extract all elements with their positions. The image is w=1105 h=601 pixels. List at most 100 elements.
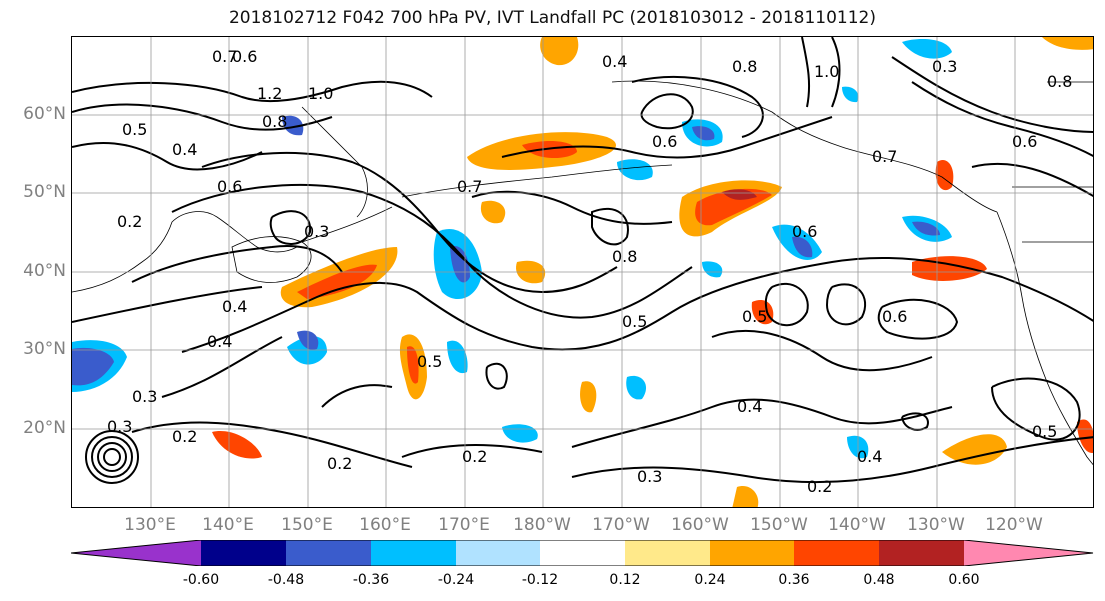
contour-ring bbox=[85, 430, 139, 484]
contour-label: 0.5 bbox=[1032, 422, 1057, 441]
contour-line bbox=[911, 81, 1093, 158]
kamchatka-coastline bbox=[301, 106, 368, 218]
lon-label: 170°W bbox=[592, 515, 650, 535]
contour-label: 0.8 bbox=[732, 57, 757, 76]
anomaly-fill bbox=[626, 375, 647, 400]
anomaly-fill bbox=[407, 346, 419, 384]
contour-label: 0.3 bbox=[132, 387, 157, 406]
map-panel: 0.7 1.2 1.0 0.8 0.5 0.4 0.6 0.3 0.2 0.7 … bbox=[71, 36, 1094, 508]
closed-contour-cluster bbox=[85, 430, 139, 484]
contour-label: 0.6 bbox=[232, 47, 257, 66]
anomaly-fill bbox=[902, 39, 952, 59]
contour-line bbox=[901, 412, 929, 431]
colorbar-segment bbox=[456, 540, 540, 566]
contour-line bbox=[201, 151, 618, 294]
anomaly-fill bbox=[842, 86, 859, 103]
anomaly-fill bbox=[1042, 37, 1093, 50]
contour-line bbox=[501, 116, 833, 159]
contour-label: 0.5 bbox=[122, 120, 147, 139]
colorbar-tick: -0.24 bbox=[437, 572, 475, 588]
colorbar-segment-low-extend bbox=[71, 540, 201, 566]
lat-label: 50°N bbox=[23, 182, 66, 202]
contour-label: 1.0 bbox=[814, 62, 839, 81]
colorbar-segment bbox=[201, 540, 286, 566]
colorbar-graphic bbox=[70, 539, 1094, 567]
colorbar bbox=[70, 539, 1095, 570]
lon-label: 150°W bbox=[750, 515, 808, 535]
colorbar-segment bbox=[371, 540, 456, 566]
colorbar-tick: -0.48 bbox=[267, 572, 305, 588]
colorbar-tick: -0.60 bbox=[182, 572, 220, 588]
contour-line bbox=[571, 436, 1093, 484]
contour-ring bbox=[91, 436, 133, 478]
anomaly-fill bbox=[1077, 419, 1093, 453]
coastlines bbox=[72, 80, 1093, 466]
contour-label: 0.6 bbox=[882, 307, 907, 326]
contour-label: 0.7 bbox=[212, 47, 237, 66]
lon-label: 170°E bbox=[438, 515, 490, 535]
contour-line bbox=[131, 421, 413, 468]
contour-line bbox=[831, 37, 841, 108]
contour-label: 0.4 bbox=[737, 397, 762, 416]
contour-label: 0.8 bbox=[1047, 72, 1072, 91]
contour-line bbox=[131, 245, 343, 283]
colorbar-tick: 0.12 bbox=[609, 572, 641, 588]
contour-label: 0.5 bbox=[742, 307, 767, 326]
contour-line bbox=[471, 190, 673, 225]
contour-label: 0.3 bbox=[932, 57, 957, 76]
lat-label: 20°N bbox=[23, 418, 66, 438]
contour-line bbox=[711, 329, 933, 372]
contour-label: 0.3 bbox=[107, 417, 132, 436]
contour-label: 0.6 bbox=[652, 132, 677, 151]
lat-label: 40°N bbox=[23, 261, 66, 281]
anomaly-fill bbox=[72, 347, 114, 386]
contour-label: 0.4 bbox=[172, 140, 197, 159]
contour-label: 0.7 bbox=[872, 147, 897, 166]
lon-label: 130°W bbox=[907, 515, 965, 535]
contour-ring bbox=[97, 442, 127, 472]
contour-label: 0.2 bbox=[117, 212, 142, 231]
contour-label: 0.3 bbox=[304, 222, 329, 241]
lon-label: 120°W bbox=[985, 515, 1043, 535]
colorbar-tick: -0.12 bbox=[521, 572, 559, 588]
anomaly-fill bbox=[912, 256, 987, 281]
contour-ring bbox=[103, 448, 121, 466]
contour-line bbox=[631, 76, 764, 138]
contour-label: 0.4 bbox=[222, 297, 247, 316]
contour-line bbox=[72, 103, 333, 131]
alaska-coastline bbox=[611, 80, 998, 213]
contour-line bbox=[877, 298, 959, 340]
contour-line bbox=[640, 93, 694, 130]
map-canvas: 0.7 1.2 1.0 0.8 0.5 0.4 0.6 0.3 0.2 0.7 … bbox=[72, 37, 1093, 507]
lon-label: 160°W bbox=[671, 515, 729, 535]
lon-label: 140°W bbox=[828, 515, 886, 535]
colorbar-tick: 0.24 bbox=[694, 572, 726, 588]
colorbar-segment-high-extend bbox=[964, 540, 1093, 566]
contour-label: 1.0 bbox=[308, 84, 333, 103]
contour-line bbox=[825, 283, 867, 326]
contour-label: 0.4 bbox=[207, 332, 232, 351]
aleutian-chain bbox=[401, 164, 673, 198]
contour-line bbox=[161, 336, 283, 398]
contour-label: 0.6 bbox=[1012, 132, 1037, 151]
lon-label: 160°E bbox=[359, 515, 411, 535]
contour-line bbox=[269, 210, 312, 245]
anomaly-fill bbox=[522, 141, 577, 159]
contour-label: 0.3 bbox=[637, 467, 662, 486]
anomaly-fill bbox=[722, 189, 757, 200]
contour-line bbox=[72, 286, 263, 323]
contour-line bbox=[591, 207, 629, 246]
contour-label: 0.6 bbox=[217, 177, 242, 196]
contour-line bbox=[764, 282, 809, 327]
contour-label: 0.5 bbox=[622, 312, 647, 331]
anomaly-fill bbox=[692, 126, 715, 141]
contour-label: 0.7 bbox=[457, 177, 482, 196]
contour-line bbox=[321, 384, 393, 408]
lon-label: 150°E bbox=[281, 515, 333, 535]
contour-line bbox=[801, 37, 811, 108]
colorbar-segment bbox=[540, 540, 625, 566]
contour-label: 0.2 bbox=[462, 447, 487, 466]
anomaly-fill bbox=[702, 261, 723, 278]
lon-label: 180°W bbox=[513, 515, 571, 535]
map-title: 2018102712 F042 700 hPa PV, IVT Landfall… bbox=[228, 8, 876, 28]
